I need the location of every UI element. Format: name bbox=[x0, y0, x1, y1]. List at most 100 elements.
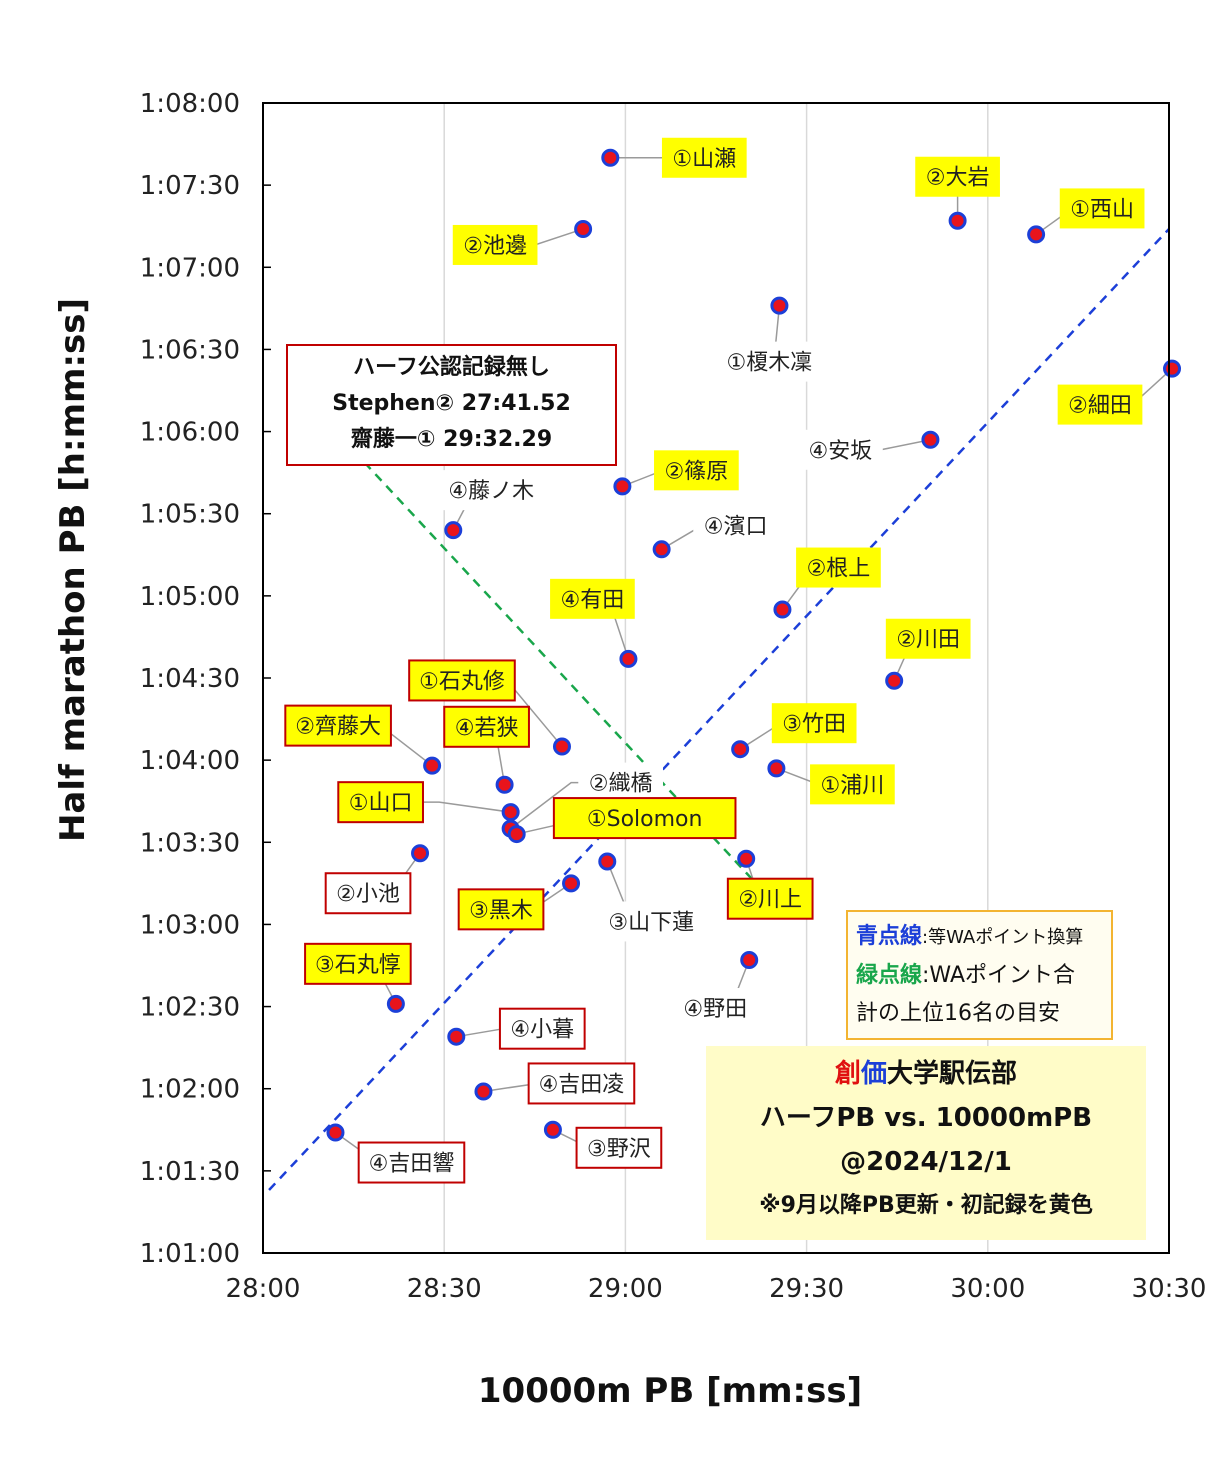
y-tick-label: 1:04:30 bbox=[140, 664, 240, 694]
point-label-box bbox=[810, 764, 895, 805]
point-label-box bbox=[527, 1062, 636, 1105]
y-tick-label: 1:06:00 bbox=[140, 418, 240, 448]
point-label: ①西山 bbox=[1070, 197, 1134, 222]
chart-footnote: ※9月以降PB更新・初記録を黄色 bbox=[759, 1193, 1093, 1218]
point-label-box bbox=[337, 781, 424, 824]
point-label: ①山口 bbox=[349, 791, 413, 816]
chart-title: 創価大学駅伝部 bbox=[706, 1052, 1146, 1096]
point-label: ④野田 bbox=[683, 997, 747, 1022]
y-tick-label: 1:07:30 bbox=[140, 171, 240, 201]
point-label-box bbox=[443, 705, 530, 748]
point-label: ④若狭 bbox=[455, 716, 519, 741]
point-label-box bbox=[654, 450, 739, 491]
chart-title-box: 創価大学駅伝部 ハーフPB vs. 10000mPB @2024/12/1 ※9… bbox=[706, 1046, 1146, 1240]
point-label: ②小池 bbox=[336, 882, 400, 907]
data-point bbox=[921, 430, 940, 449]
point-label-box bbox=[796, 547, 881, 588]
y-tick-label: 1:06:30 bbox=[140, 335, 240, 365]
point-label: ④吉田凌 bbox=[539, 1072, 625, 1097]
point-label: ①榎木凜 bbox=[727, 351, 813, 376]
data-point bbox=[423, 756, 442, 775]
legend-green-key: 緑点線 bbox=[856, 963, 923, 988]
point-label: ②川田 bbox=[896, 628, 960, 653]
point-label-box bbox=[408, 659, 516, 702]
point-label: ③石丸惇 bbox=[315, 953, 401, 978]
point-label-box bbox=[304, 942, 412, 985]
data-points bbox=[326, 148, 1182, 1142]
point-label-box bbox=[550, 578, 635, 619]
data-point bbox=[601, 148, 620, 167]
data-point bbox=[474, 1082, 493, 1101]
point-label-box bbox=[771, 703, 857, 744]
axis-ticks: 28:00 28:30 29:00 29:30 30:00 30:30 1:01:00 1:0… bbox=[140, 89, 1207, 1304]
point-label: ②織橋 bbox=[589, 772, 653, 797]
legend-blue-text: :等WAポイント換算 bbox=[922, 927, 1084, 948]
point-label: ④有田 bbox=[561, 588, 625, 613]
x-tick-label: 29:00 bbox=[588, 1274, 663, 1304]
y-tick-label: 1:05:30 bbox=[140, 500, 240, 530]
data-point bbox=[543, 1120, 562, 1139]
data-point bbox=[613, 477, 632, 496]
point-label-bg bbox=[578, 762, 663, 803]
y-tick-label: 1:01:00 bbox=[140, 1239, 240, 1269]
title-char-blue: 価 bbox=[860, 1059, 887, 1089]
point-label: ②大岩 bbox=[926, 166, 990, 191]
point-labels: ①山瀬 ②池邊 ②大岩 ①西山 ①榎木凜 ②細田 ④安坂 ②篠原 ④藤ノ木 ④濱口 ②根上 ④有田 ②川… bbox=[284, 137, 1145, 1184]
point-label: ③竹田 bbox=[782, 712, 846, 737]
point-label-box bbox=[457, 888, 545, 931]
data-point bbox=[447, 1027, 466, 1046]
data-point bbox=[737, 849, 756, 868]
data-point bbox=[767, 759, 786, 778]
point-label: ③黒木 bbox=[469, 898, 533, 923]
data-point bbox=[386, 994, 405, 1013]
data-point bbox=[885, 671, 904, 690]
point-label-box bbox=[1057, 384, 1143, 425]
point-label-bg bbox=[798, 429, 883, 470]
title-char-red: 創 bbox=[834, 1059, 861, 1089]
data-point bbox=[770, 296, 789, 315]
legend-green-text-2: 計の上位16名の目安 bbox=[856, 1001, 1060, 1026]
x-tick-label: 30:30 bbox=[1132, 1274, 1207, 1304]
point-label-bg bbox=[693, 505, 778, 546]
point-label-bg bbox=[438, 470, 545, 511]
point-label: ②池邊 bbox=[463, 234, 527, 259]
x-tick-label: 30:00 bbox=[950, 1274, 1025, 1304]
data-point bbox=[444, 521, 463, 540]
data-point bbox=[598, 852, 617, 871]
legend-blue-key: 青点線 bbox=[856, 924, 923, 949]
point-label-box bbox=[498, 1007, 586, 1050]
x-axis-title: 10000m PB [mm:ss] bbox=[478, 1371, 862, 1411]
point-label: ②齊藤大 bbox=[295, 715, 381, 740]
point-label: ①山瀬 bbox=[672, 147, 736, 172]
point-label: ③山下蓮 bbox=[608, 910, 694, 935]
chart-date: @2024/12/1 bbox=[840, 1147, 1012, 1177]
point-label: ①浦川 bbox=[821, 773, 885, 798]
point-label-bg bbox=[598, 901, 705, 942]
y-tick-label: 1:02:00 bbox=[140, 1075, 240, 1105]
y-tick-label: 1:01:30 bbox=[140, 1157, 240, 1187]
point-label-bg bbox=[716, 341, 823, 382]
data-point bbox=[326, 1123, 345, 1142]
point-label-box bbox=[726, 877, 814, 920]
x-tick-label: 28:00 bbox=[226, 1274, 301, 1304]
y-tick-label: 1:05:00 bbox=[140, 582, 240, 612]
point-label-box bbox=[1059, 188, 1145, 229]
legend-blue-row: 青点線:等WAポイント換算 bbox=[856, 918, 1103, 957]
data-point bbox=[411, 844, 430, 863]
note-line-3: 齋藤一① 29:32.29 bbox=[350, 427, 553, 452]
legend-green-text: :WAポイント合 bbox=[922, 963, 1076, 988]
note-line-1: ハーフ公認記録無し bbox=[353, 355, 550, 380]
y-axis-title: Half marathon PB [h:mm:ss] bbox=[53, 298, 93, 842]
point-label-box bbox=[324, 872, 412, 915]
point-label-box bbox=[915, 156, 1000, 197]
point-label-box bbox=[452, 224, 538, 265]
point-label: ④安坂 bbox=[809, 439, 873, 464]
point-label: ③野沢 bbox=[587, 1137, 651, 1162]
blue-reference-line bbox=[268, 228, 1170, 1191]
y-tick-label: 1:03:00 bbox=[140, 910, 240, 940]
note-box: ハーフ公認記録無し Stephen② 27:41.52 齋藤一① 29:32.2… bbox=[286, 344, 617, 466]
data-point bbox=[501, 803, 520, 822]
point-label: ④藤ノ木 bbox=[448, 479, 534, 504]
point-label-box bbox=[885, 618, 971, 659]
point-label-bg bbox=[672, 988, 758, 1029]
